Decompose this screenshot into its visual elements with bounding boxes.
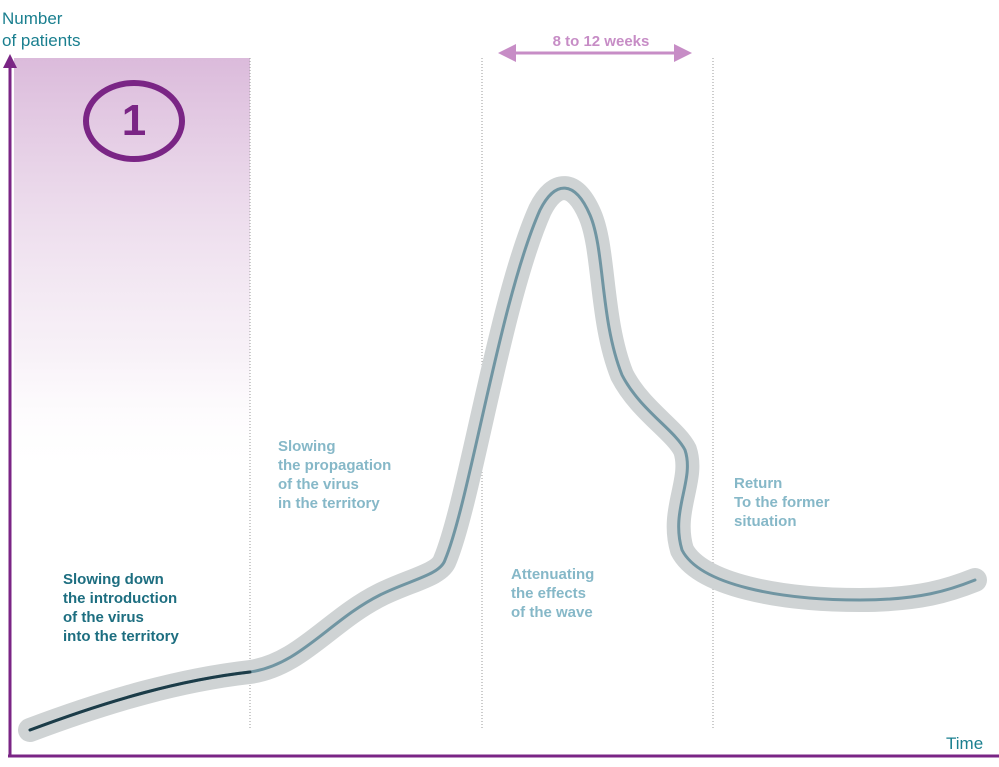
- duration-label: 8 to 12 weeks: [552, 33, 650, 50]
- epidemic-curve-line: [28, 186, 977, 732]
- duration-arrow-left-head: [498, 44, 516, 62]
- y-axis-label: Number of patients: [2, 9, 81, 50]
- phase-number-badge: 1: [83, 80, 185, 162]
- phase-3-label: Attenuating the effects of the wave: [511, 566, 595, 621]
- duration-arrow-right-head: [674, 44, 692, 62]
- phase-4-label: Return To the former situation: [734, 475, 830, 530]
- epidemic-curve-dark-start: [28, 670, 252, 732]
- x-axis-label: Time: [946, 734, 984, 753]
- phase-1-label: Slowing down the introduction of the vir…: [63, 571, 179, 645]
- y-axis-arrowhead: [3, 54, 17, 68]
- phase-2-label: Slowing the propagation of the virus in …: [278, 438, 392, 512]
